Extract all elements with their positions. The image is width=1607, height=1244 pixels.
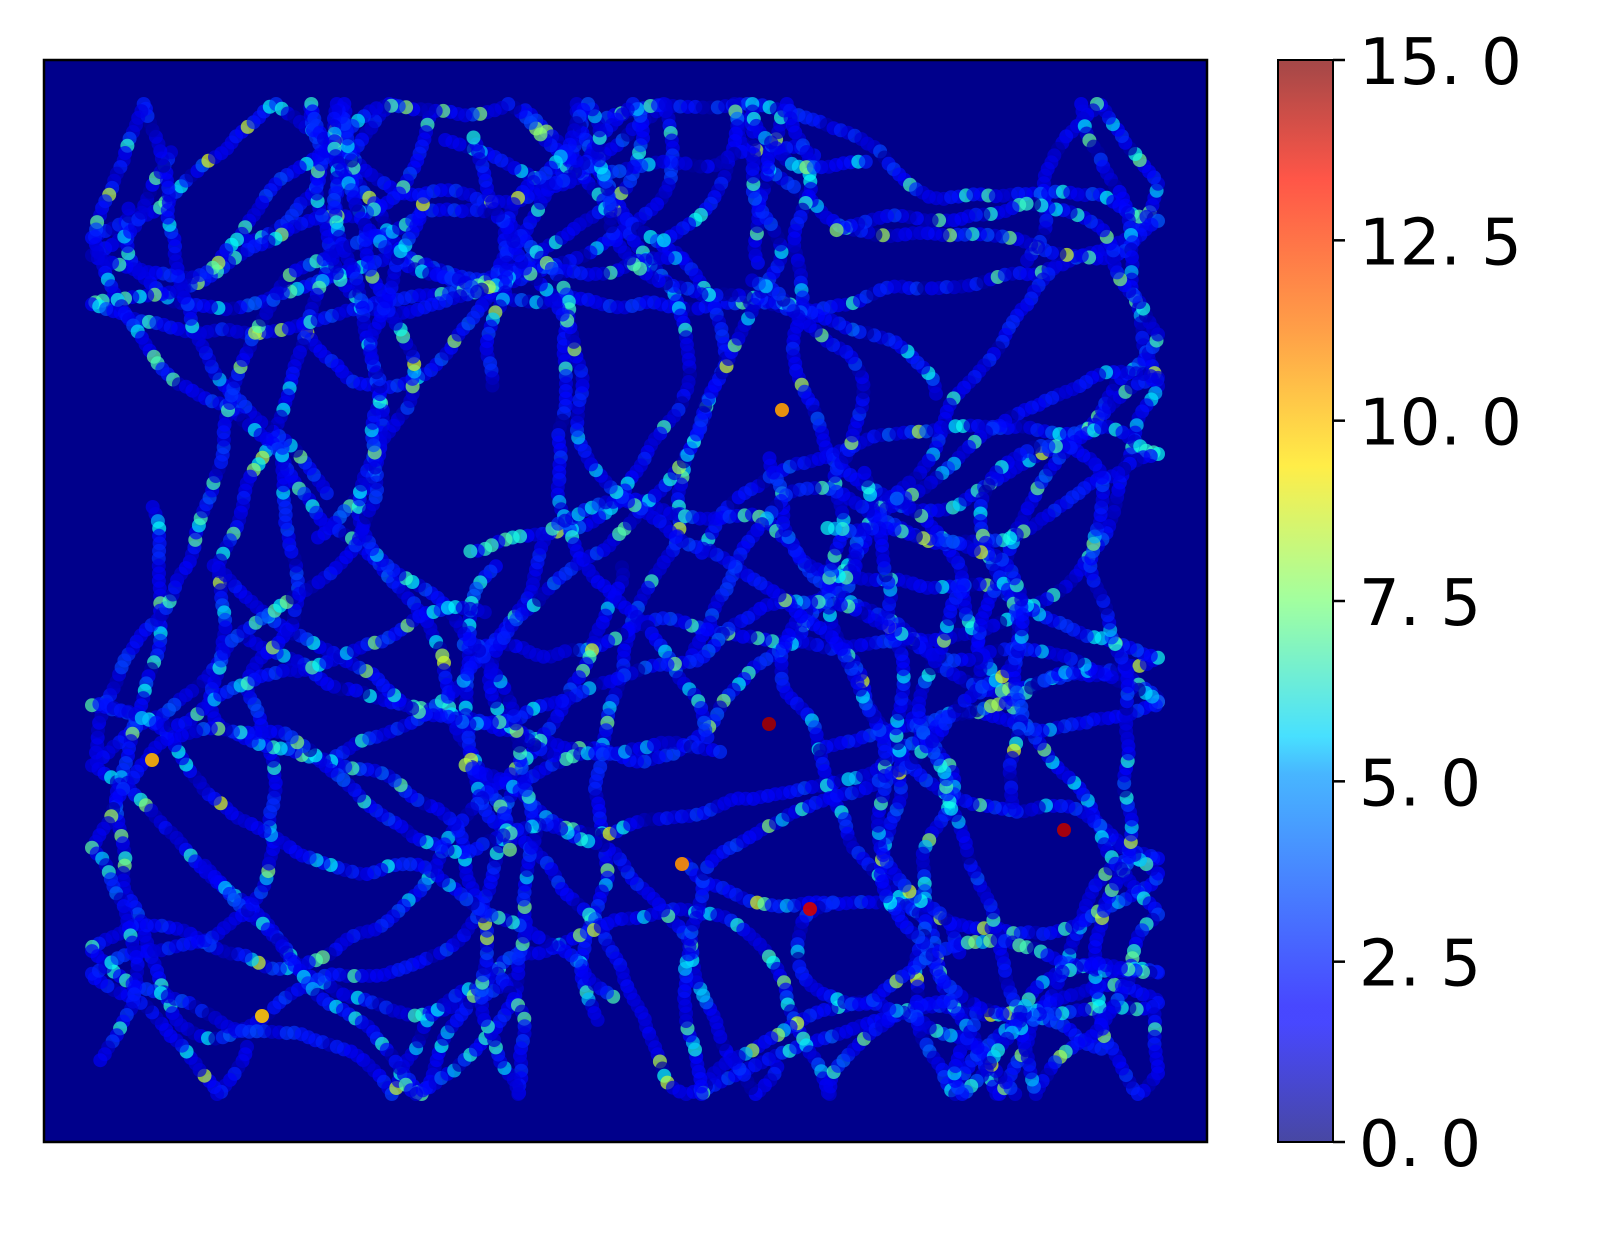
scatter-points — [85, 97, 1165, 1101]
scatter-point — [463, 544, 478, 559]
scatter-point — [1007, 802, 1022, 817]
scatter-point — [502, 842, 517, 857]
scatter-point — [700, 730, 715, 745]
scatter-point — [858, 154, 873, 169]
plot-area — [42, 58, 1209, 1144]
scatter-point — [812, 743, 827, 758]
scatter-point — [1020, 253, 1035, 268]
scatter-point — [713, 744, 728, 759]
scatter-point — [762, 451, 777, 466]
scatter-point — [656, 233, 671, 248]
scatter-point — [485, 378, 500, 393]
scatter-point — [206, 558, 221, 573]
scatter-point — [829, 223, 844, 238]
scatter-point — [943, 995, 958, 1010]
scatter-point — [956, 577, 971, 592]
scatter-point — [745, 273, 760, 288]
scatter-point — [438, 133, 453, 147]
scatter-point — [857, 465, 872, 480]
scatter-point — [275, 440, 290, 455]
scatter-point — [590, 1012, 605, 1027]
scatter-point — [889, 491, 904, 506]
scatter-point — [311, 530, 325, 545]
scatter-point — [121, 201, 136, 216]
